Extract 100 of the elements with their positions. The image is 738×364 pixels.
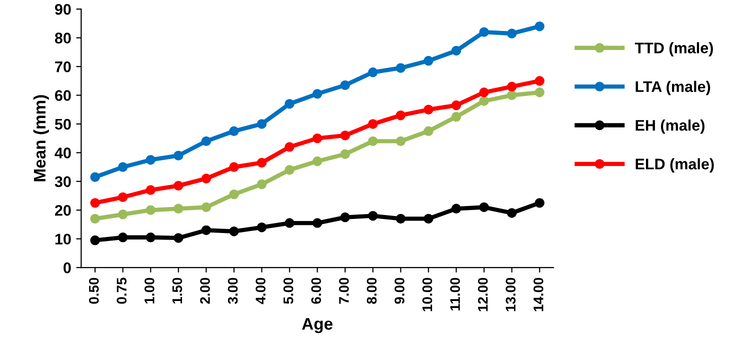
point [479,96,489,106]
point [451,204,462,214]
legend-label: LTA (male) [636,80,710,96]
point [340,149,350,159]
point [284,99,294,109]
point [534,76,544,86]
point [284,142,294,152]
point [312,218,322,228]
y-axis-title: Mean (mm) [33,95,49,182]
point [284,218,294,228]
legend-label: ELD (male) [636,158,714,172]
point [368,210,378,221]
x-tick-label: 1.00 [144,278,154,304]
point [229,189,239,200]
point [174,150,184,160]
point [118,232,128,242]
point [396,110,406,120]
point [340,80,350,90]
point [256,179,267,190]
x-tick-label: 12.00 [478,278,488,312]
point [368,136,378,146]
x-tick-label: 14.00 [534,278,544,312]
point [506,82,517,92]
point [256,158,267,168]
point [534,88,544,98]
x-tick-label: 10.00 [422,278,432,312]
x-tick-label: 13.00 [506,278,516,312]
point [174,180,184,191]
point [90,214,100,224]
point [118,210,128,220]
point [424,126,434,136]
point [506,28,517,38]
point [146,205,156,215]
x-tick-label: 6.00 [311,278,322,304]
y-tick-label: 90 [54,4,71,15]
x-tick-label: 0.75 [116,278,127,304]
point [174,204,184,214]
point [229,126,239,136]
point [479,202,489,212]
point [201,225,212,236]
point [118,192,128,202]
point [340,130,350,140]
point [229,162,239,172]
point [534,21,544,32]
x-tick-label: 9.00 [394,278,404,304]
point [284,165,294,175]
point [201,202,212,212]
point [479,88,489,98]
y-tick-label: 80 [54,32,71,44]
point [396,136,406,146]
point [256,222,267,232]
point [256,119,267,129]
point [424,214,434,224]
x-tick-label: 2.00 [200,278,210,304]
point [90,198,100,208]
point [534,198,544,208]
x-tick-label: 0.50 [88,278,99,304]
point [479,27,489,37]
point [201,174,212,184]
point [424,56,434,66]
x-tick-label: 4.00 [256,278,266,304]
y-tick-label: 40 [54,148,71,158]
point [340,212,350,222]
point [506,90,517,100]
y-tick-label: 70 [55,61,71,72]
legend-label: EH (male) [636,120,704,134]
point [312,88,322,99]
point [368,67,378,78]
point [312,156,322,166]
x-tick-label: 3.00 [228,278,238,304]
x-tick-label: 7.00 [339,278,349,304]
point [90,235,100,246]
x-axis-title: Age [302,318,333,334]
point [146,232,156,242]
point [368,119,378,129]
y-tick-label: 50 [54,118,71,130]
point [312,133,322,144]
point [506,208,517,218]
point [396,214,406,224]
legend-label: TTD (male) [634,42,713,56]
point [146,185,156,195]
point [451,100,462,110]
point [118,162,128,172]
point [396,63,406,73]
y-tick-label: 10 [55,234,71,245]
point [90,172,100,182]
y-tick-label: 30 [54,176,71,188]
point [174,233,184,243]
point [451,112,462,122]
x-tick-label: 1.50 [172,278,182,304]
y-tick-label: 60 [55,90,71,101]
x-tick-label: 11.00 [450,278,460,310]
point [146,154,156,165]
x-tick-label: 5.00 [283,278,294,304]
point [424,104,434,114]
y-tick-label: 20 [54,204,71,216]
point [451,46,462,56]
y-tick-label: 0 [64,262,71,274]
x-tick-label: 8.00 [366,278,377,304]
point [229,226,239,236]
